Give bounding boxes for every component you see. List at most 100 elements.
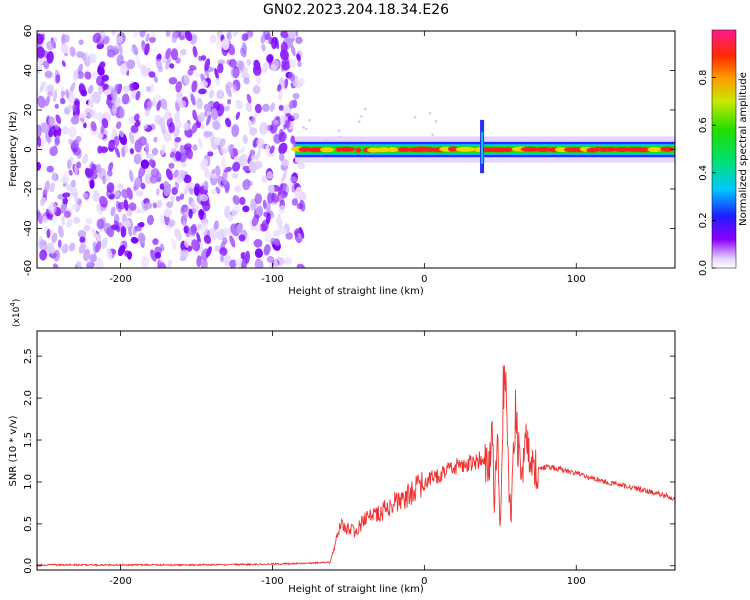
heatmap-noise-cell — [204, 58, 211, 72]
heatmap-noise-cell — [185, 147, 193, 160]
heatmap-noise-cell — [69, 82, 76, 94]
heatmap-noise-cell — [96, 132, 103, 140]
heatmap-noise-cell — [136, 190, 144, 197]
heatmap-noise-cell — [52, 263, 59, 268]
heatmap-noise-cell — [200, 55, 207, 61]
heatmap-noise-cell — [96, 163, 102, 174]
heatmap-noise-cell — [296, 53, 301, 62]
heatmap-noise-cell — [231, 172, 239, 179]
heatmap-noise-cell — [240, 66, 248, 79]
heatmap-noise-cell — [222, 105, 231, 112]
heatmap-noise-cell — [243, 77, 250, 85]
heatmap-noise-cell — [297, 232, 302, 239]
heatmap-noise-cell — [114, 146, 121, 158]
heatmap-noise-cell — [230, 84, 238, 93]
heatmap-weak-point — [361, 136, 364, 140]
heatmap-noise-cell — [233, 155, 241, 165]
heatmap-y-tick-label: -60 — [23, 260, 34, 276]
heatmap-noise-cell — [180, 48, 187, 56]
heatmap-noise-cell — [45, 95, 50, 107]
heatmap-noise-cell — [269, 102, 276, 112]
heatmap-noise-cell — [150, 31, 157, 38]
heatmap-noise-cell — [83, 249, 91, 262]
heatmap-noise-cell — [253, 238, 263, 248]
heatmap-noise-cell — [259, 122, 268, 136]
heatmap-noise-cell — [178, 100, 187, 108]
heatmap-noise-cell — [229, 235, 236, 248]
heatmap-noise-cell — [126, 209, 133, 217]
heatmap-noise-cell — [145, 86, 152, 92]
colorbar-tick-label: 0.0 — [698, 260, 709, 276]
heatmap-noise-cell — [241, 33, 249, 42]
heatmap-noise-cell — [246, 59, 251, 66]
heatmap-noise-cell — [254, 248, 264, 258]
heatmap-noise-cell — [277, 83, 282, 92]
snr-y-tick-label: 0.0 — [23, 558, 34, 574]
snr-y-tick-label: 1.0 — [23, 474, 34, 490]
heatmap-noise-cell — [61, 215, 66, 227]
heatmap-noise-cell — [105, 174, 111, 182]
heatmap-noise-cell — [77, 229, 87, 239]
heatmap-noise-cell — [210, 173, 217, 179]
heatmap-band-core — [307, 147, 325, 153]
heatmap-noise-cell — [250, 154, 256, 161]
heatmap-noise-cell — [219, 138, 226, 148]
heatmap-noise-cell — [174, 151, 182, 162]
heatmap-noise-cell — [111, 31, 116, 36]
heatmap-noise-cell — [116, 183, 124, 190]
heatmap-noise-cell — [288, 100, 295, 109]
heatmap-band-core — [647, 147, 662, 153]
heatmap-noise-cell — [76, 51, 85, 59]
heatmap-noise-cell — [85, 217, 93, 225]
heatmap-noise-cell — [192, 45, 198, 58]
heatmap-noise-cell — [133, 113, 140, 122]
heatmap-noise-cell — [150, 249, 157, 262]
colorbar-gradient — [711, 29, 737, 269]
heatmap-x-tick-label: -200 — [109, 274, 132, 285]
heatmap-noise-cell — [278, 104, 284, 111]
heatmap-noise-cell — [169, 151, 175, 158]
heatmap-noise-cell — [196, 255, 202, 267]
heatmap-noise-cell — [78, 83, 86, 96]
heatmap-noise-cell — [290, 135, 296, 144]
heatmap-noise-cell — [173, 169, 179, 178]
colorbar-tick-label: 0.4 — [698, 165, 709, 181]
heatmap-noise-cell — [51, 72, 56, 80]
heatmap-noise-cell — [91, 163, 96, 171]
heatmap-noise-cell — [130, 236, 139, 244]
heatmap-noise-cell — [214, 67, 219, 80]
heatmap-noise-cell — [209, 34, 217, 44]
heatmap-band-core — [613, 147, 631, 152]
heatmap-noise-cell — [284, 119, 291, 129]
heatmap-noise-cell — [113, 220, 121, 233]
heatmap-noise-cell — [156, 100, 162, 111]
colorbar-ticks: 0.0 0.2 0.4 0.6 0.8 — [698, 70, 716, 276]
heatmap-x-tick-label: 100 — [567, 274, 586, 285]
heatmap-noise-cell — [215, 165, 221, 178]
heatmap-noise-cell — [58, 225, 64, 238]
heatmap-noise-cell — [163, 208, 173, 218]
heatmap-noise-cell — [171, 186, 178, 196]
snr-ticks: -200 -100 0 100 0.0 0.5 1.0 1.5 2.0 2.5 — [23, 331, 675, 587]
heatmap-noise-cell — [121, 147, 126, 158]
heatmap-noise-cell — [42, 215, 48, 224]
heatmap-noise-cell — [199, 80, 208, 88]
heatmap-noise-cell — [52, 37, 58, 43]
heatmap-noise-cell — [106, 49, 116, 58]
heatmap-weak-point — [428, 111, 432, 115]
heatmap-noise-cell — [61, 33, 66, 45]
heatmap-noise-cell — [72, 114, 80, 125]
heatmap-noise-cell — [197, 112, 206, 123]
colorbar-tick-label: 0.2 — [698, 212, 709, 228]
heatmap-noise-cell — [54, 137, 60, 146]
heatmap-noise-cell — [191, 122, 198, 134]
heatmap-noise-cell — [78, 39, 84, 45]
heatmap-noise-cell — [85, 109, 95, 118]
snr-y-tick-label: 2.0 — [23, 390, 34, 406]
heatmap-band-core — [520, 146, 539, 152]
heatmap-noise-cell — [122, 85, 131, 92]
heatmap-noise-cell — [245, 102, 253, 112]
heatmap-noise-cell — [250, 116, 256, 125]
heatmap-noise-cell — [60, 43, 69, 54]
heatmap-noise-cell — [297, 61, 302, 67]
